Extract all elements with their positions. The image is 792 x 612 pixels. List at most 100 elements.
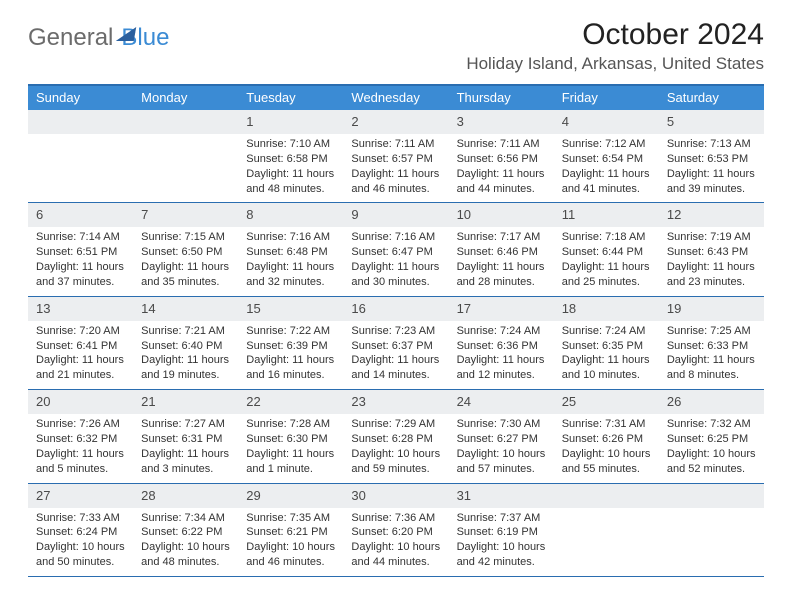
day-number-bar: 15 — [238, 297, 343, 321]
daylight-text: Daylight: 11 hours and 32 minutes. — [246, 260, 335, 290]
daylight-text: Daylight: 11 hours and 37 minutes. — [36, 260, 125, 290]
day-number-bar: 3 — [449, 110, 554, 134]
dow-friday: Friday — [554, 86, 659, 110]
day-number: 25 — [562, 394, 576, 409]
sunrise-text: Sunrise: 7:25 AM — [667, 324, 756, 339]
calendar-day-cell: 13Sunrise: 7:20 AMSunset: 6:41 PMDayligh… — [28, 297, 133, 389]
day-detail — [28, 134, 133, 143]
calendar-day-cell: 30Sunrise: 7:36 AMSunset: 6:20 PMDayligh… — [343, 484, 448, 576]
calendar-day-cell: 10Sunrise: 7:17 AMSunset: 6:46 PMDayligh… — [449, 203, 554, 295]
daylight-text: Daylight: 10 hours and 52 minutes. — [667, 447, 756, 477]
sunrise-text: Sunrise: 7:18 AM — [562, 230, 651, 245]
day-detail: Sunrise: 7:30 AMSunset: 6:27 PMDaylight:… — [449, 414, 554, 482]
sunrise-text: Sunrise: 7:16 AM — [351, 230, 440, 245]
day-number: 18 — [562, 301, 576, 316]
sunset-text: Sunset: 6:54 PM — [562, 152, 651, 167]
sunset-text: Sunset: 6:40 PM — [141, 339, 230, 354]
calendar-day-cell: 27Sunrise: 7:33 AMSunset: 6:24 PMDayligh… — [28, 484, 133, 576]
daylight-text: Daylight: 10 hours and 42 minutes. — [457, 540, 546, 570]
day-number-bar: 6 — [28, 203, 133, 227]
day-number-bar: 2 — [343, 110, 448, 134]
day-number: 21 — [141, 394, 155, 409]
day-number-bar: . — [554, 484, 659, 508]
daylight-text: Daylight: 10 hours and 55 minutes. — [562, 447, 651, 477]
sunrise-text: Sunrise: 7:24 AM — [562, 324, 651, 339]
dow-thursday: Thursday — [449, 86, 554, 110]
daylight-text: Daylight: 10 hours and 44 minutes. — [351, 540, 440, 570]
day-number-bar: . — [133, 110, 238, 134]
day-number: 5 — [667, 114, 674, 129]
daylight-text: Daylight: 11 hours and 10 minutes. — [562, 353, 651, 383]
sunset-text: Sunset: 6:36 PM — [457, 339, 546, 354]
day-number-bar: 22 — [238, 390, 343, 414]
day-number: 6 — [36, 207, 43, 222]
day-number-bar: 11 — [554, 203, 659, 227]
sunrise-text: Sunrise: 7:22 AM — [246, 324, 335, 339]
calendar-day-cell: 6 Sunrise: 7:14 AMSunset: 6:51 PMDaylight… — [28, 203, 133, 295]
daylight-text: Daylight: 11 hours and 16 minutes. — [246, 353, 335, 383]
daylight-text: Daylight: 11 hours and 35 minutes. — [141, 260, 230, 290]
header: General Blue October 2024 Holiday Island… — [28, 18, 764, 74]
day-number: 24 — [457, 394, 471, 409]
daylight-text: Daylight: 11 hours and 46 minutes. — [351, 167, 440, 197]
sunset-text: Sunset: 6:56 PM — [457, 152, 546, 167]
sunset-text: Sunset: 6:25 PM — [667, 432, 756, 447]
day-number: 8 — [246, 207, 253, 222]
sunrise-text: Sunrise: 7:36 AM — [351, 511, 440, 526]
sunrise-text: Sunrise: 7:32 AM — [667, 417, 756, 432]
day-number-bar: 23 — [343, 390, 448, 414]
calendar-day-cell: 19Sunrise: 7:25 AMSunset: 6:33 PMDayligh… — [659, 297, 764, 389]
calendar-day-cell: 25Sunrise: 7:31 AMSunset: 6:26 PMDayligh… — [554, 390, 659, 482]
day-detail: Sunrise: 7:23 AMSunset: 6:37 PMDaylight:… — [343, 321, 448, 389]
calendar-day-cell: 20Sunrise: 7:26 AMSunset: 6:32 PMDayligh… — [28, 390, 133, 482]
daylight-text: Daylight: 11 hours and 12 minutes. — [457, 353, 546, 383]
day-number: 16 — [351, 301, 365, 316]
sunset-text: Sunset: 6:51 PM — [36, 245, 125, 260]
sunset-text: Sunset: 6:43 PM — [667, 245, 756, 260]
daylight-text: Daylight: 11 hours and 14 minutes. — [351, 353, 440, 383]
day-of-week-header: Sunday Monday Tuesday Wednesday Thursday… — [28, 86, 764, 110]
calendar-week-row: 20Sunrise: 7:26 AMSunset: 6:32 PMDayligh… — [28, 390, 764, 483]
day-number-bar: 21 — [133, 390, 238, 414]
day-number: 29 — [246, 488, 260, 503]
calendar-day-cell: 5Sunrise: 7:13 AMSunset: 6:53 PMDaylight… — [659, 110, 764, 202]
day-number: 27 — [36, 488, 50, 503]
daylight-text: Daylight: 11 hours and 19 minutes. — [141, 353, 230, 383]
day-number-bar: 9 — [343, 203, 448, 227]
calendar-day-cell: 3Sunrise: 7:11 AMSunset: 6:56 PMDaylight… — [449, 110, 554, 202]
day-number-bar: . — [659, 484, 764, 508]
logo-text-general: General — [28, 24, 113, 52]
day-detail: Sunrise: 7:14 AMSunset: 6:51 PMDaylight:… — [28, 227, 133, 295]
day-detail: Sunrise: 7:27 AMSunset: 6:31 PMDaylight:… — [133, 414, 238, 482]
sunset-text: Sunset: 6:30 PM — [246, 432, 335, 447]
calendar-day-cell: 12Sunrise: 7:19 AMSunset: 6:43 PMDayligh… — [659, 203, 764, 295]
day-detail: Sunrise: 7:36 AMSunset: 6:20 PMDaylight:… — [343, 508, 448, 576]
day-detail: Sunrise: 7:17 AMSunset: 6:46 PMDaylight:… — [449, 227, 554, 295]
sunrise-text: Sunrise: 7:11 AM — [457, 137, 546, 152]
sunrise-text: Sunrise: 7:27 AM — [141, 417, 230, 432]
daylight-text: Daylight: 10 hours and 57 minutes. — [457, 447, 546, 477]
sunrise-text: Sunrise: 7:12 AM — [562, 137, 651, 152]
sunset-text: Sunset: 6:31 PM — [141, 432, 230, 447]
day-number: 1 — [246, 114, 253, 129]
day-number: 17 — [457, 301, 471, 316]
calendar-day-cell: 7Sunrise: 7:15 AMSunset: 6:50 PMDaylight… — [133, 203, 238, 295]
day-detail — [554, 508, 659, 517]
sunrise-text: Sunrise: 7:24 AM — [457, 324, 546, 339]
day-detail: Sunrise: 7:24 AMSunset: 6:36 PMDaylight:… — [449, 321, 554, 389]
day-number-bar: 17 — [449, 297, 554, 321]
daylight-text: Daylight: 11 hours and 23 minutes. — [667, 260, 756, 290]
daylight-text: Daylight: 10 hours and 50 minutes. — [36, 540, 125, 570]
day-detail: Sunrise: 7:21 AMSunset: 6:40 PMDaylight:… — [133, 321, 238, 389]
day-detail: Sunrise: 7:11 AMSunset: 6:56 PMDaylight:… — [449, 134, 554, 202]
day-number: 26 — [667, 394, 681, 409]
day-number-bar: 12 — [659, 203, 764, 227]
day-detail: Sunrise: 7:15 AMSunset: 6:50 PMDaylight:… — [133, 227, 238, 295]
day-number: 9 — [351, 207, 358, 222]
sunrise-text: Sunrise: 7:17 AM — [457, 230, 546, 245]
sunrise-text: Sunrise: 7:29 AM — [351, 417, 440, 432]
sunset-text: Sunset: 6:53 PM — [667, 152, 756, 167]
sunset-text: Sunset: 6:47 PM — [351, 245, 440, 260]
day-detail: Sunrise: 7:19 AMSunset: 6:43 PMDaylight:… — [659, 227, 764, 295]
sunset-text: Sunset: 6:39 PM — [246, 339, 335, 354]
